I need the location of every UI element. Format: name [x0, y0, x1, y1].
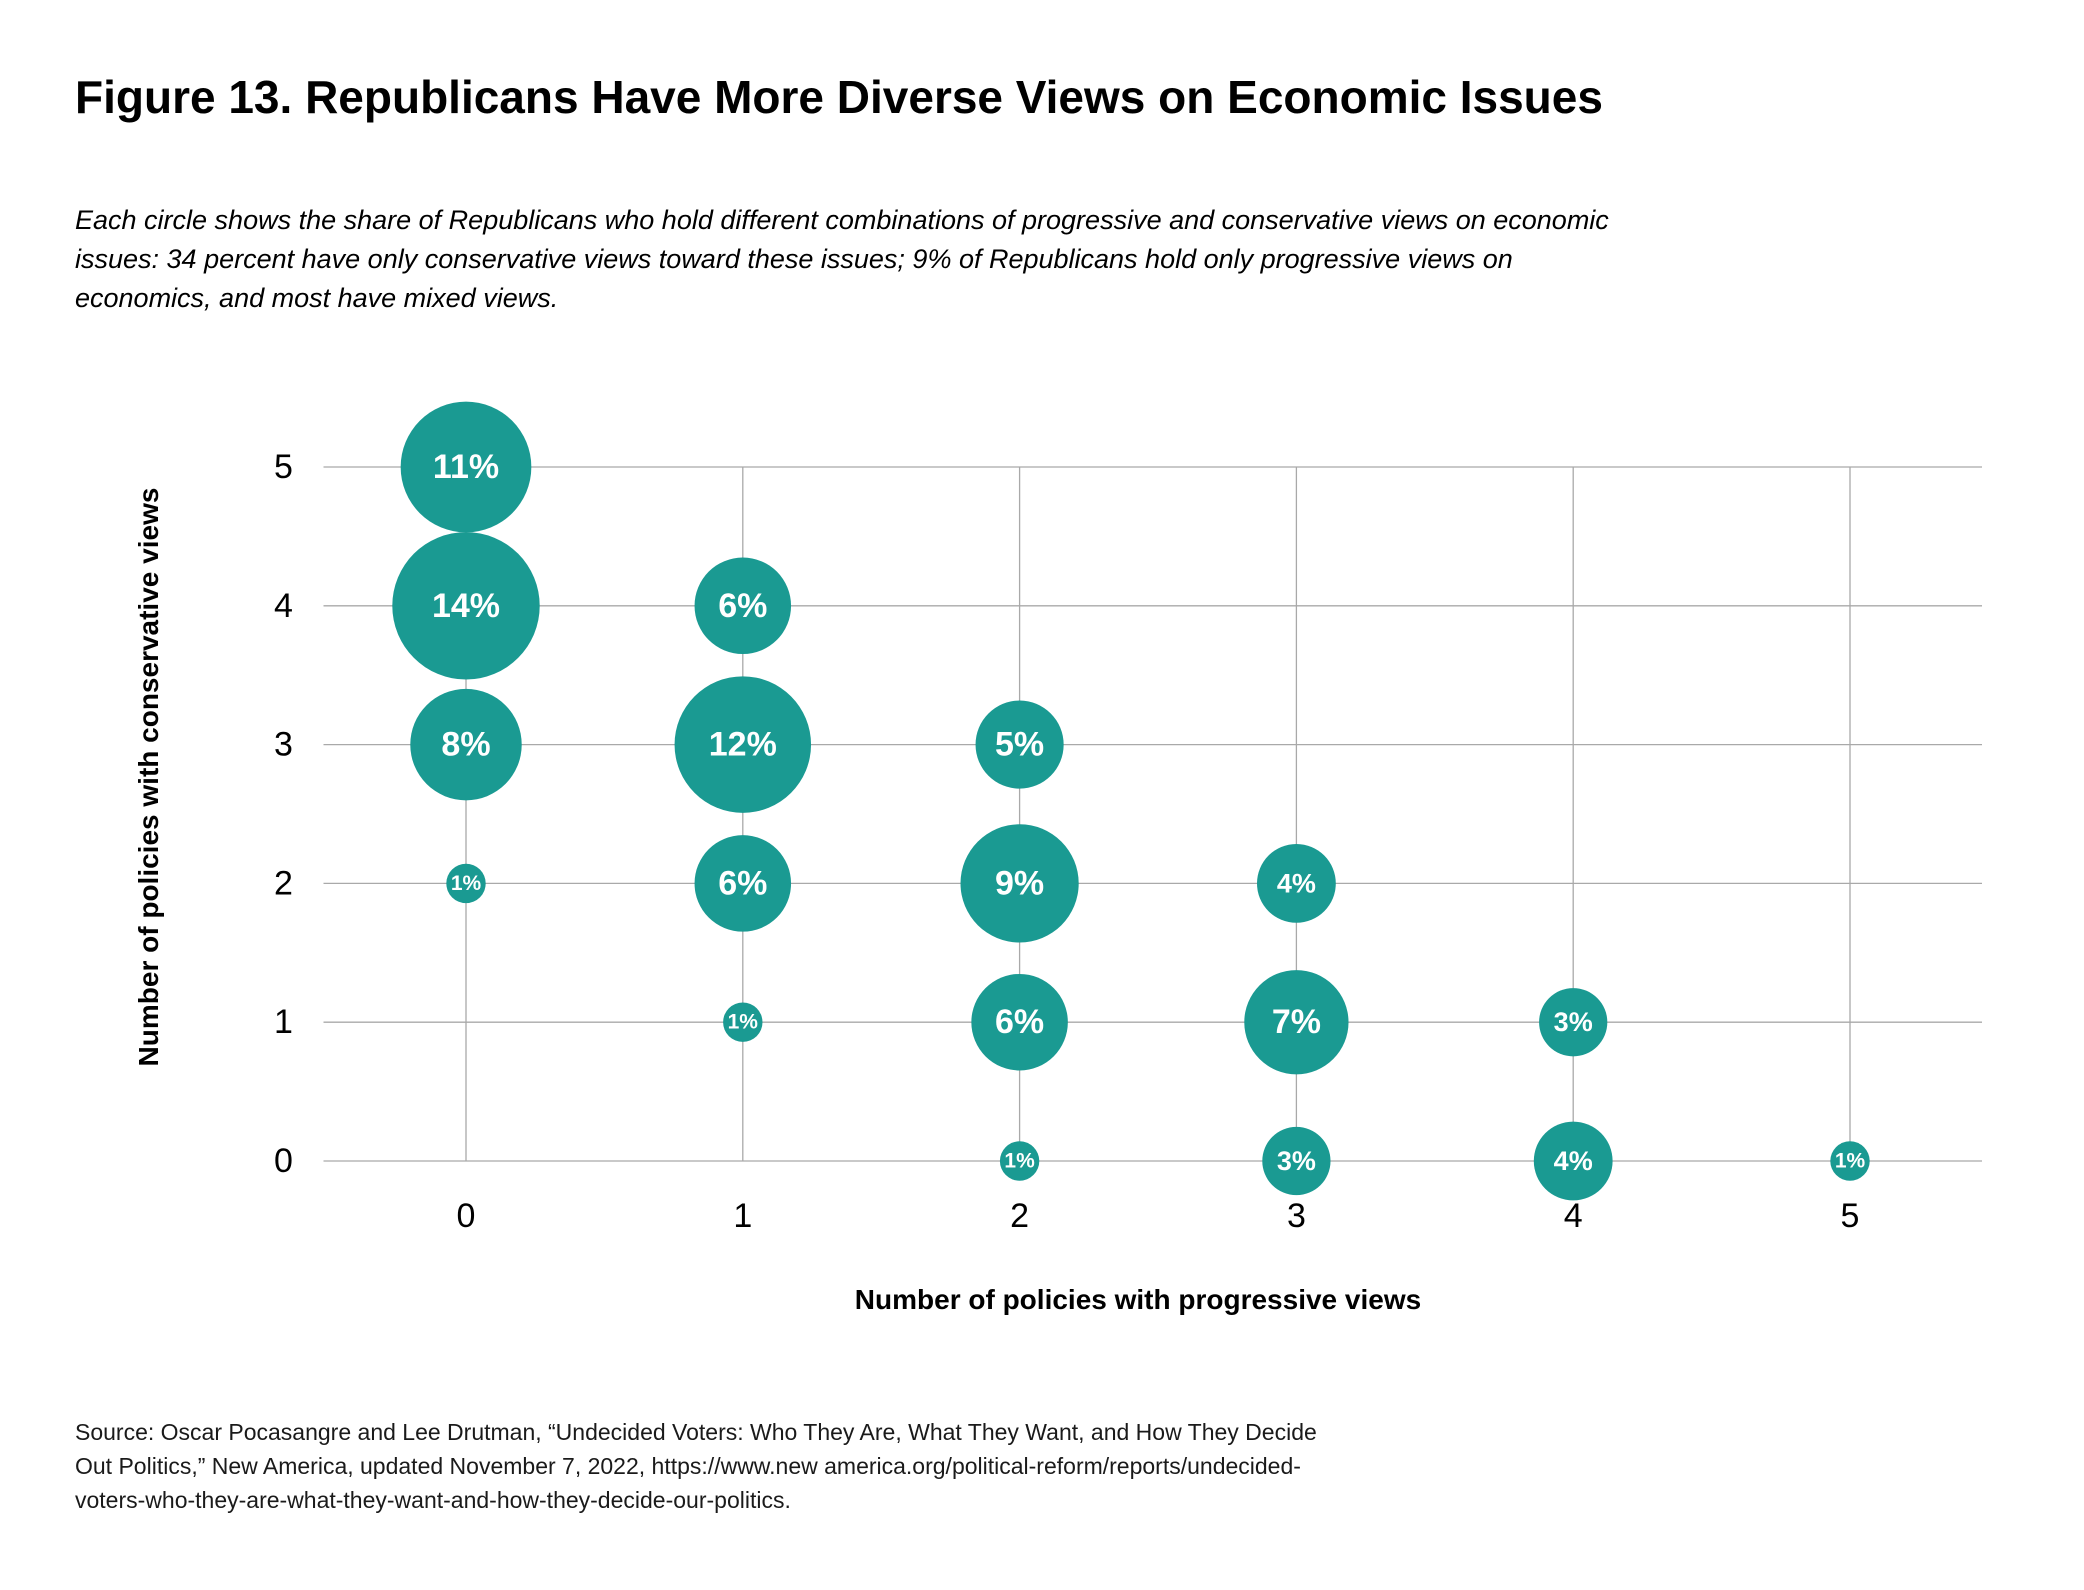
svg-text:6%: 6% — [718, 587, 767, 625]
svg-text:1%: 1% — [1004, 1150, 1035, 1173]
svg-text:0: 0 — [274, 1142, 293, 1180]
svg-text:1: 1 — [274, 1003, 293, 1041]
svg-text:5: 5 — [274, 448, 293, 486]
svg-text:6%: 6% — [718, 864, 767, 902]
svg-text:4%: 4% — [1277, 868, 1316, 898]
svg-text:8%: 8% — [441, 726, 490, 764]
svg-text:2: 2 — [274, 864, 293, 902]
svg-text:14%: 14% — [432, 587, 500, 625]
svg-text:2: 2 — [1010, 1197, 1029, 1235]
svg-text:4: 4 — [274, 587, 293, 625]
svg-text:3%: 3% — [1277, 1146, 1316, 1176]
svg-text:3: 3 — [1287, 1197, 1306, 1235]
svg-text:0: 0 — [457, 1197, 476, 1235]
svg-text:12%: 12% — [709, 726, 777, 764]
svg-text:6%: 6% — [995, 1003, 1044, 1041]
svg-text:5: 5 — [1841, 1197, 1860, 1235]
svg-text:9%: 9% — [995, 864, 1044, 902]
svg-text:3%: 3% — [1554, 1007, 1593, 1037]
svg-text:4: 4 — [1564, 1197, 1583, 1235]
svg-text:4%: 4% — [1554, 1146, 1593, 1176]
svg-text:11%: 11% — [433, 448, 499, 486]
svg-text:7%: 7% — [1272, 1003, 1321, 1041]
svg-text:1%: 1% — [1835, 1150, 1866, 1173]
svg-text:5%: 5% — [995, 726, 1044, 764]
svg-text:1%: 1% — [451, 872, 482, 895]
svg-text:3: 3 — [274, 726, 293, 764]
svg-text:1: 1 — [733, 1197, 752, 1235]
svg-text:1%: 1% — [728, 1011, 759, 1034]
